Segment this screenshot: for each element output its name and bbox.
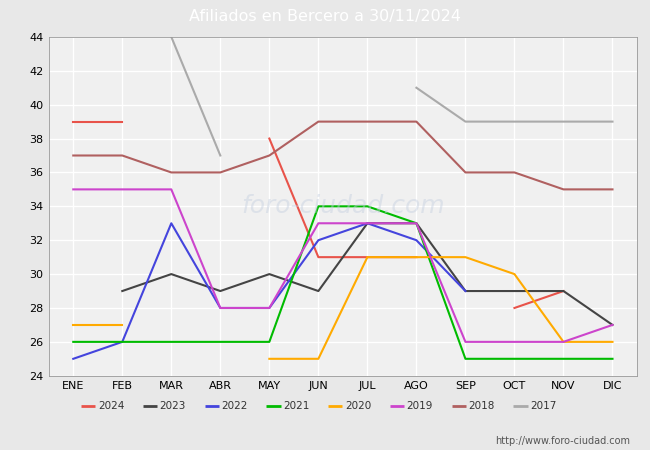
2021 — [462, 356, 469, 361]
2023 — [560, 288, 567, 294]
2022 — [70, 356, 77, 361]
2019 — [168, 187, 176, 192]
2020 — [70, 322, 77, 328]
2021 — [168, 339, 176, 345]
2018 — [608, 187, 616, 192]
2019 — [413, 220, 421, 226]
2021 — [608, 356, 616, 361]
2021 — [70, 339, 77, 345]
2022 — [265, 305, 273, 310]
Text: 2023: 2023 — [159, 401, 186, 411]
Line: 2022: 2022 — [73, 223, 465, 359]
2019 — [560, 339, 567, 345]
2019 — [265, 305, 273, 310]
Line: 2019: 2019 — [73, 189, 612, 342]
2024 — [118, 119, 126, 124]
Text: 2021: 2021 — [283, 401, 309, 411]
2018 — [70, 153, 77, 158]
2022 — [118, 339, 126, 345]
2019 — [608, 322, 616, 328]
2018 — [216, 170, 224, 175]
2019 — [315, 220, 322, 226]
2019 — [70, 187, 77, 192]
Text: 2022: 2022 — [221, 401, 248, 411]
2018 — [560, 187, 567, 192]
Text: 2019: 2019 — [406, 401, 433, 411]
2022 — [168, 220, 176, 226]
2023 — [315, 288, 322, 294]
2021 — [510, 356, 518, 361]
2021 — [118, 339, 126, 345]
2020 — [118, 322, 126, 328]
2018 — [363, 119, 371, 124]
2023 — [216, 288, 224, 294]
2021 — [265, 339, 273, 345]
2022 — [216, 305, 224, 310]
2018 — [118, 153, 126, 158]
2018 — [413, 119, 421, 124]
2022 — [363, 220, 371, 226]
2021 — [363, 203, 371, 209]
Text: 2018: 2018 — [468, 401, 495, 411]
2023 — [118, 288, 126, 294]
2023 — [265, 271, 273, 277]
2019 — [118, 187, 126, 192]
Text: 2017: 2017 — [530, 401, 556, 411]
Text: foro-ciudad.com: foro-ciudad.com — [241, 194, 445, 218]
2018 — [315, 119, 322, 124]
2019 — [363, 220, 371, 226]
Text: http://www.foro-ciudad.com: http://www.foro-ciudad.com — [495, 436, 630, 446]
2018 — [510, 170, 518, 175]
2019 — [510, 339, 518, 345]
2023 — [168, 271, 176, 277]
2023 — [363, 220, 371, 226]
2019 — [216, 305, 224, 310]
2023 — [413, 220, 421, 226]
2021 — [216, 339, 224, 345]
Text: 2024: 2024 — [98, 401, 124, 411]
2018 — [462, 170, 469, 175]
Line: 2018: 2018 — [73, 122, 612, 189]
2024 — [70, 119, 77, 124]
2022 — [315, 238, 322, 243]
2018 — [265, 153, 273, 158]
Text: 2020: 2020 — [344, 401, 371, 411]
2021 — [315, 203, 322, 209]
2023 — [510, 288, 518, 294]
2022 — [462, 288, 469, 294]
2023 — [608, 322, 616, 328]
2019 — [462, 339, 469, 345]
2021 — [560, 356, 567, 361]
2022 — [413, 238, 421, 243]
Line: 2023: 2023 — [122, 223, 612, 325]
2023 — [462, 288, 469, 294]
Line: 2021: 2021 — [73, 206, 612, 359]
Text: Afiliados en Bercero a 30/11/2024: Afiliados en Bercero a 30/11/2024 — [189, 9, 461, 24]
2021 — [413, 220, 421, 226]
2018 — [168, 170, 176, 175]
